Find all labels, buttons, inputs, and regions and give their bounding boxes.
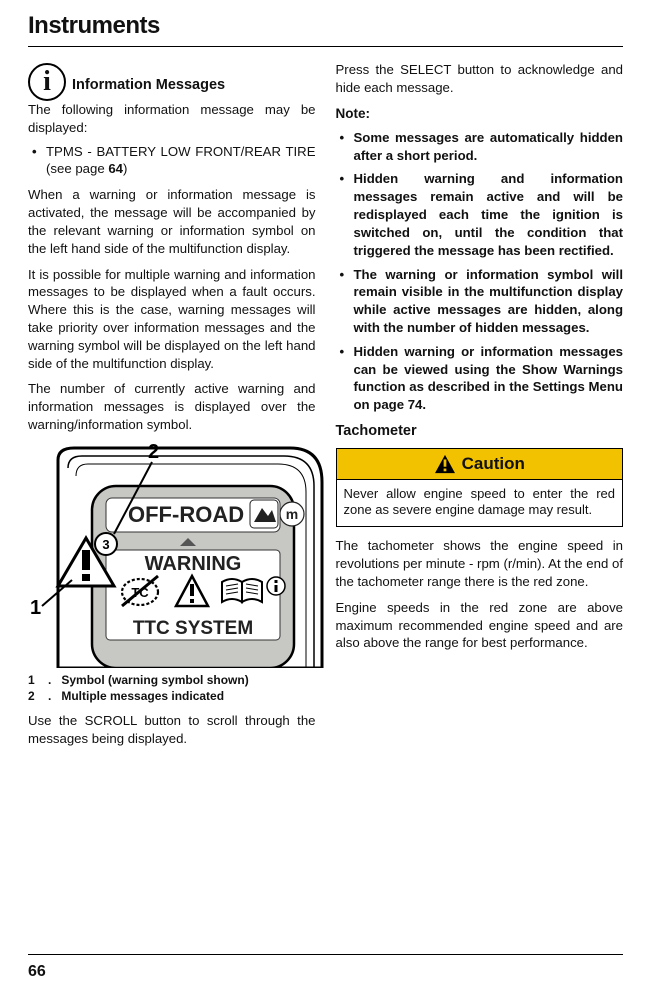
mode-label: OFF-ROAD	[128, 502, 244, 527]
warning-label: WARNING	[145, 553, 242, 575]
diagram-legend: 1. Symbol (warning symbol shown) 2. Mult…	[28, 672, 316, 704]
bullet1-suffix: )	[123, 161, 127, 176]
tachometer-heading: Tachometer	[336, 422, 624, 442]
legend-row-1: 1. Symbol (warning symbol shown)	[28, 672, 316, 688]
left-p1: The following information message may be…	[28, 101, 316, 137]
note-list: Some messages are automatically hidden a…	[336, 129, 624, 414]
footer-rule	[28, 954, 623, 955]
note-3: The warning or information symbol will r…	[354, 266, 624, 337]
info-messages-label: Information Messages	[72, 76, 225, 99]
left-p3: It is possible for multiple warning and …	[28, 266, 316, 373]
callout-1: 1	[30, 597, 41, 619]
two-column-layout: i Information Messages The following inf…	[28, 61, 623, 756]
note-1: Some messages are automatically hidden a…	[354, 129, 624, 165]
callout-2: 2	[148, 442, 159, 463]
right-column: Press the SELECT button to acknowledge a…	[336, 61, 624, 756]
page-number: 66	[28, 963, 46, 981]
left-p4: The number of currently active warning a…	[28, 380, 316, 433]
info-circle-small-icon	[267, 577, 285, 595]
right-p1: Press the SELECT button to acknowledge a…	[336, 61, 624, 97]
note-4: Hidden warning or information messages c…	[354, 343, 624, 414]
caution-body: Never allow engine speed to enter the re…	[337, 480, 623, 527]
caution-triangle-icon	[434, 454, 456, 474]
caution-head-text: Caution	[462, 453, 525, 476]
bullet1-page-ref: 64	[108, 161, 123, 176]
legend-num-2: 2	[28, 688, 48, 704]
diagram-svg: OFF-ROAD m	[28, 442, 324, 668]
svg-text:3: 3	[102, 537, 109, 552]
caution-head: Caution	[337, 449, 623, 480]
legend-text-2: Multiple messages indicated	[61, 689, 224, 703]
legend-num-1: 1	[28, 672, 48, 688]
count-badge: 3	[95, 533, 117, 555]
mountain-icon	[250, 500, 278, 528]
left-p5: Use the SCROLL button to scroll through …	[28, 712, 316, 748]
warning-diagram: OFF-ROAD m	[28, 442, 316, 668]
right-p2: The tachometer shows the engine speed in…	[336, 537, 624, 590]
note-label: Note:	[336, 105, 624, 123]
caution-box: Caution Never allow engine speed to ente…	[336, 448, 624, 528]
right-p3: Engine speeds in the red zone are above …	[336, 599, 624, 652]
left-p2: When a warning or information message is…	[28, 186, 316, 257]
info-circle-icon: i	[28, 63, 66, 101]
legend-text-1: Symbol (warning symbol shown)	[61, 673, 248, 687]
left-bullet-list: TPMS - BATTERY LOW FRONT/REAR TIRE (see …	[28, 143, 316, 179]
open-book-icon	[222, 579, 262, 602]
note-2: Hidden warning and information messages …	[354, 170, 624, 259]
legend-row-2: 2. Multiple messages indicated	[28, 688, 316, 704]
info-messages-heading: i Information Messages	[28, 61, 316, 99]
header-rule	[28, 46, 623, 47]
page-title: Instruments	[28, 12, 623, 40]
ttc-label: TTC SYSTEM	[133, 618, 253, 639]
mode-badge-icon: m	[280, 502, 304, 526]
left-column: i Information Messages The following inf…	[28, 61, 316, 756]
bullet1-prefix: TPMS - BATTERY LOW FRONT/REAR TIRE (see …	[46, 144, 316, 177]
svg-text:m: m	[286, 506, 298, 522]
left-bullet-1: TPMS - BATTERY LOW FRONT/REAR TIRE (see …	[46, 143, 316, 179]
